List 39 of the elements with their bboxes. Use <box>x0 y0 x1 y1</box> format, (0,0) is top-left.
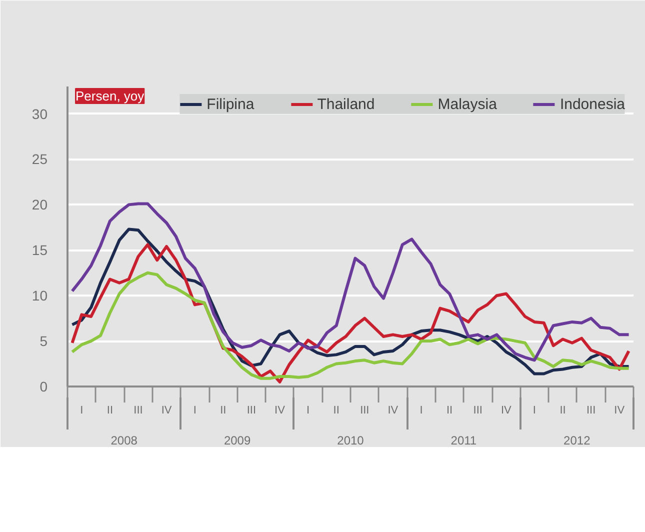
text: 2010 <box>337 434 364 448</box>
x-tick-label: III <box>473 404 482 416</box>
x-tick-label: I <box>420 404 423 416</box>
y-tick-label: 25 <box>32 151 48 168</box>
x-tick-label: II <box>220 404 226 416</box>
x-tick-label: I <box>80 404 84 416</box>
x-tick-label: I <box>532 404 536 416</box>
x-tick-label: I <box>193 404 196 416</box>
x-tick-label: IV <box>388 404 399 416</box>
legend-label: Indonesia <box>560 96 625 112</box>
y-tick-label: 20 <box>32 196 48 213</box>
x-tick-label: IV <box>614 404 626 416</box>
line-series <box>70 202 630 362</box>
x-tick-label: II <box>333 404 340 416</box>
x-tick-label: II <box>446 404 453 416</box>
x-tick-label: III <box>246 404 256 416</box>
x-tick-label: II <box>560 404 566 416</box>
x-tick-label: IV <box>500 404 512 416</box>
x-tick-label: III <box>586 404 596 416</box>
x-tick-label: I <box>306 404 310 416</box>
x-tick-label: III <box>360 404 370 416</box>
legend-label: Filipina <box>206 96 254 112</box>
line-series <box>70 271 630 380</box>
y-axis-title: Persen, yoy <box>76 88 145 104</box>
text: 2012 <box>564 434 591 448</box>
y-tick-label: 15 <box>32 242 48 258</box>
x-tick-label: II <box>106 404 114 416</box>
legend-label: Malaysia <box>438 96 497 112</box>
x-tick-label: IV <box>161 404 172 416</box>
y-tick-label: 0 <box>40 378 48 394</box>
text: 2009 <box>224 434 251 448</box>
y-tick-label: 5 <box>40 333 48 350</box>
text: 2008 <box>110 434 138 448</box>
y-tick-label: 10 <box>32 288 48 304</box>
y-tick-label: 30 <box>32 106 48 122</box>
text: 2011 <box>450 434 477 448</box>
legend-label: Thailand <box>317 96 375 112</box>
x-tick-label: IV <box>274 404 286 416</box>
x-tick-label: III <box>134 404 143 416</box>
